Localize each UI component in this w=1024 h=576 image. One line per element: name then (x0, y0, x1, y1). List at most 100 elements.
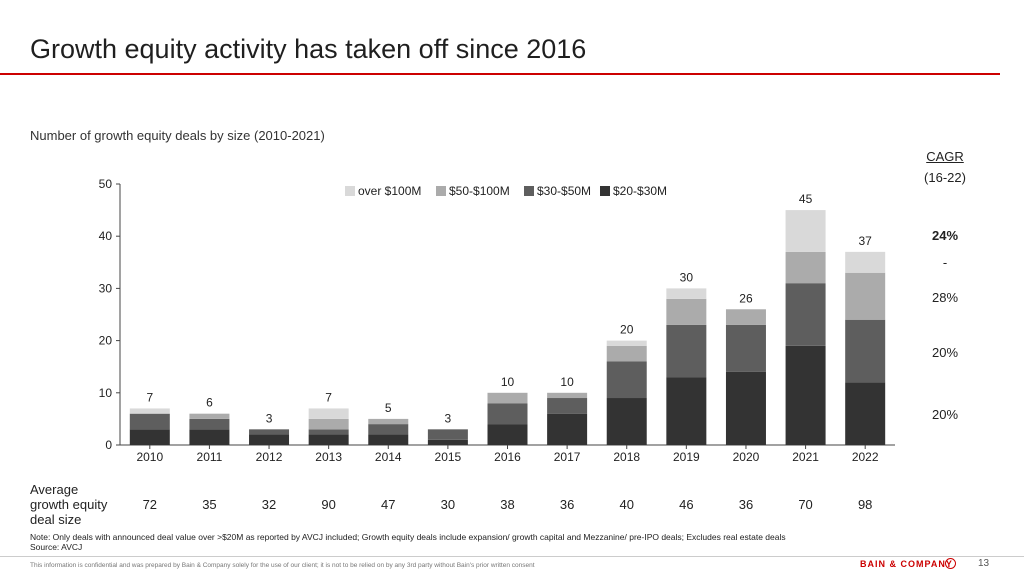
disclaimer-text: This information is confidential and was… (30, 562, 535, 569)
bar-total-label: 3 (445, 411, 452, 425)
x-tick-label: 2016 (494, 450, 521, 464)
bar-segment (427, 439, 468, 445)
bar-total-label: 26 (739, 291, 753, 305)
avg-deal-size-value: 40 (619, 497, 634, 512)
x-tick-label: 2012 (256, 450, 283, 464)
avg-deal-size-value: 35 (202, 497, 217, 512)
x-tick-label: 2017 (554, 450, 581, 464)
bar-total-label: 5 (385, 401, 392, 415)
cagr-value: 24% (931, 228, 959, 243)
bar-segment (487, 392, 528, 404)
bar-segment (129, 413, 170, 430)
chart-subtitle: Number of growth equity deals by size (2… (30, 128, 325, 143)
page-number: 13 (978, 558, 990, 569)
avg-deal-size-value: 72 (142, 497, 158, 512)
avg-label-line: Average (30, 482, 79, 497)
bar-segment (785, 283, 826, 346)
bar-segment (606, 361, 647, 399)
y-tick-label: 40 (99, 229, 113, 243)
cagr-header: CAGR (926, 149, 964, 164)
legend-label: $50-$100M (449, 184, 510, 198)
cagr-period: (16-22) (924, 170, 966, 185)
bar-segment (785, 251, 826, 284)
x-tick-label: 2018 (613, 450, 640, 464)
bar-segment (487, 424, 528, 445)
legend-swatch (436, 186, 446, 196)
y-tick-label: 50 (99, 177, 113, 191)
brand-logo-icon (945, 558, 956, 569)
legend-label: over $100M (358, 184, 421, 198)
bar-total-label: 30 (680, 270, 694, 284)
y-tick-label: 0 (105, 438, 112, 452)
avg-label-line: deal size (30, 512, 82, 527)
bar-total-label: 20 (620, 323, 634, 337)
bar-segment (189, 413, 230, 419)
bar-segment (725, 371, 766, 445)
footnote: Note: Only deals with announced deal val… (30, 532, 786, 552)
bar-segment (845, 382, 886, 445)
legend-label: $30-$50M (537, 184, 591, 198)
bar-segment (308, 418, 349, 430)
bar-segment (606, 340, 647, 346)
x-tick-label: 2021 (792, 450, 819, 464)
bar-segment (547, 398, 588, 414)
x-tick-label: 2011 (197, 450, 223, 464)
y-tick-label: 10 (99, 386, 113, 400)
bar-segment (189, 429, 230, 445)
bar-segment (845, 272, 886, 320)
bar-total-label: 10 (501, 375, 515, 389)
legend-swatch (524, 186, 534, 196)
page-title: Growth equity activity has taken off sin… (30, 34, 587, 64)
stacked-bar-chart: 0102030405072010620113201272013520143201… (99, 177, 895, 464)
bar-segment (725, 324, 766, 372)
x-tick-label: 2019 (673, 450, 700, 464)
bar-segment (308, 429, 349, 435)
cagr-value: - (942, 255, 948, 270)
avg-deal-size-value: 47 (381, 497, 396, 512)
x-tick-label: 2013 (315, 450, 342, 464)
bar-segment (666, 298, 707, 325)
x-tick-label: 2020 (733, 450, 760, 464)
bar-segment (249, 429, 290, 435)
bar-segment (725, 309, 766, 325)
avg-deal-size-value: 38 (500, 497, 515, 512)
bar-segment (547, 413, 588, 445)
bar-segment (368, 434, 409, 445)
note-text: Note: Only deals with announced deal val… (30, 532, 786, 542)
bar-total-label: 10 (560, 375, 574, 389)
cagr-value: 20% (931, 345, 959, 360)
bar-segment (368, 418, 409, 425)
avg-deal-size-value: 36 (559, 497, 575, 512)
bar-segment (785, 210, 826, 252)
avg-deal-size-value: 32 (261, 497, 277, 512)
avg-label-line: growth equity (30, 497, 108, 512)
x-tick-label: 2022 (852, 450, 879, 464)
bar-segment (308, 408, 349, 419)
cagr-value: 20% (931, 407, 959, 422)
bar-segment (129, 429, 170, 445)
bar-segment (427, 429, 468, 440)
bar-total-label: 7 (325, 390, 332, 404)
bar-segment (666, 288, 707, 299)
title-divider (0, 73, 1000, 75)
bar-segment (487, 403, 528, 425)
x-tick-label: 2015 (435, 450, 462, 464)
footer-divider (0, 556, 1024, 557)
bar-segment (845, 319, 886, 383)
bar-segment (606, 398, 647, 445)
bar-segment (845, 251, 886, 273)
x-tick-label: 2010 (136, 450, 163, 464)
bar-total-label: 7 (146, 390, 153, 404)
source-text: Source: AVCJ (30, 542, 83, 552)
y-tick-label: 30 (99, 281, 113, 295)
x-tick-label: 2014 (375, 450, 402, 464)
legend-label: $20-$30M (613, 184, 667, 198)
legend-swatch (600, 186, 610, 196)
avg-deal-size-value: 98 (857, 497, 873, 512)
avg-deal-size-value: 70 (798, 497, 813, 512)
legend-swatch (345, 186, 355, 196)
y-tick-label: 20 (99, 334, 113, 348)
bar-segment (189, 418, 230, 430)
bar-segment (666, 324, 707, 378)
bar-total-label: 37 (859, 234, 873, 248)
